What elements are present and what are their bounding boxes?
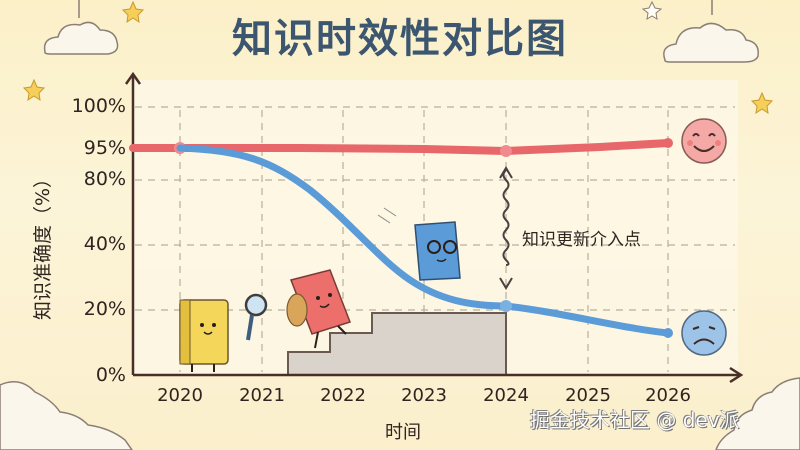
axes	[124, 71, 744, 384]
y-tick-label: 40%	[83, 233, 126, 255]
watermark: 掘金技术社区 @ dev派	[530, 408, 740, 432]
cloud-icon	[43, 0, 119, 55]
x-tick-label: 2026	[645, 385, 691, 406]
y-tick-label: 80%	[83, 168, 126, 190]
star-icon	[750, 91, 774, 115]
static-knowledge-line	[176, 144, 673, 338]
y-tick-label: 20%	[83, 298, 126, 320]
cloud-icon	[715, 377, 800, 450]
book-character-icon	[377, 207, 461, 281]
y-tick-label: 0%	[95, 364, 126, 386]
x-tick-label: 2020	[157, 385, 203, 406]
stairs-illustration	[287, 312, 507, 376]
star-icon	[641, 0, 663, 20]
x-tick-label: 2021	[239, 385, 285, 406]
cloud-icon	[663, 0, 759, 63]
star-icon	[121, 0, 145, 24]
book-character-icon	[179, 293, 268, 372]
x-tick-label: 2025	[565, 385, 611, 406]
cloud-icon	[0, 381, 133, 450]
update-point-annotation: 知识更新介入点	[522, 230, 641, 250]
y-tick-label: 100%	[71, 95, 126, 117]
sad-face-icon	[681, 310, 727, 356]
smiling-face-icon	[681, 118, 727, 164]
x-tick-label: 2022	[320, 385, 366, 406]
y-axis-label: 知识准确度（%）	[32, 168, 54, 320]
x-tick-label: 2024	[483, 385, 529, 406]
chart-title: 知识时效性对比图	[232, 16, 568, 62]
update-point-arrow	[499, 166, 513, 290]
book-character-icon	[286, 269, 351, 349]
y-tick-label: 95%	[83, 137, 126, 159]
x-tick-label: 2023	[401, 385, 447, 406]
star-icon	[22, 78, 46, 102]
x-axis-label: 时间	[385, 422, 421, 443]
